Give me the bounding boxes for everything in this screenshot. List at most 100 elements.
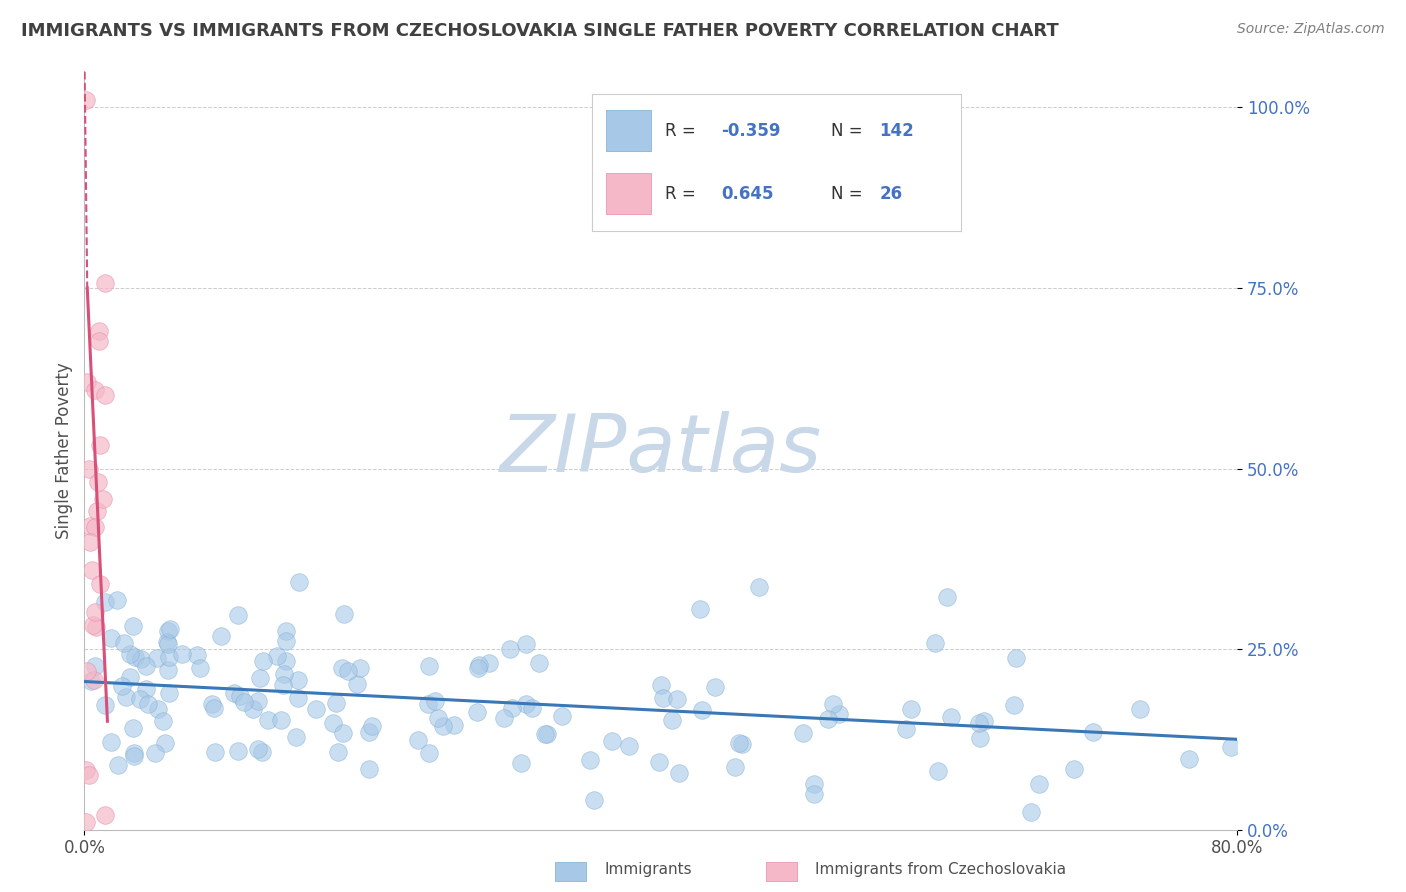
- Text: Immigrants: Immigrants: [605, 863, 692, 877]
- Point: [287, 673, 309, 687]
- Text: Immigrants from Czechoslovakia: Immigrants from Czechoslovakia: [815, 863, 1067, 877]
- Point: [76, 664, 98, 678]
- Point: [273, 666, 295, 681]
- Point: [256, 713, 278, 727]
- Point: [93, 698, 115, 712]
- Point: [651, 691, 673, 706]
- Point: [94, 388, 117, 402]
- Point: [143, 746, 166, 760]
- Point: [246, 694, 269, 708]
- Point: [242, 702, 264, 716]
- Point: [418, 746, 440, 760]
- Point: [346, 677, 368, 691]
- Point: [79, 519, 101, 533]
- Point: [250, 745, 273, 759]
- Point: [75, 93, 97, 107]
- Point: [973, 714, 995, 729]
- Point: [443, 718, 465, 732]
- Point: [152, 714, 174, 728]
- Point: [285, 730, 308, 744]
- Point: [359, 762, 381, 776]
- Point: [731, 737, 754, 751]
- Point: [325, 696, 347, 710]
- Point: [579, 754, 602, 768]
- Point: [100, 631, 122, 645]
- Point: [647, 755, 669, 769]
- Point: [803, 787, 825, 801]
- Point: [1083, 725, 1105, 739]
- Point: [80, 673, 103, 688]
- Point: [94, 595, 117, 609]
- Point: [146, 650, 169, 665]
- Point: [821, 697, 844, 711]
- Point: [135, 659, 157, 673]
- Point: [408, 733, 430, 747]
- Point: [727, 736, 749, 750]
- Point: [93, 492, 115, 507]
- Point: [84, 659, 107, 673]
- Point: [1005, 651, 1028, 665]
- Point: [534, 726, 557, 740]
- Point: [249, 671, 271, 685]
- Point: [77, 461, 100, 475]
- Point: [468, 658, 491, 673]
- Point: [159, 622, 181, 636]
- Point: [1220, 740, 1243, 755]
- Point: [83, 383, 105, 397]
- Point: [432, 719, 454, 733]
- Point: [270, 713, 292, 727]
- Point: [89, 576, 111, 591]
- Point: [418, 698, 440, 712]
- Point: [122, 619, 145, 633]
- Point: [536, 727, 558, 741]
- Point: [357, 724, 380, 739]
- Point: [600, 734, 623, 748]
- Point: [939, 710, 962, 724]
- Point: [82, 617, 104, 632]
- Point: [704, 681, 727, 695]
- Point: [515, 637, 537, 651]
- Point: [650, 678, 672, 692]
- Point: [1028, 777, 1050, 791]
- Point: [273, 678, 295, 692]
- Point: [93, 808, 115, 822]
- Text: Source: ZipAtlas.com: Source: ZipAtlas.com: [1237, 22, 1385, 37]
- Point: [226, 743, 249, 757]
- Text: ZIPatlas: ZIPatlas: [499, 411, 823, 490]
- Point: [817, 712, 839, 726]
- Point: [322, 715, 344, 730]
- Point: [492, 711, 515, 725]
- Point: [689, 601, 711, 615]
- Point: [83, 673, 105, 688]
- Point: [153, 736, 176, 750]
- Point: [202, 701, 225, 715]
- Point: [936, 590, 959, 604]
- Point: [172, 647, 194, 661]
- Point: [426, 711, 449, 725]
- Point: [617, 739, 640, 754]
- Point: [209, 629, 232, 643]
- Point: [89, 438, 111, 452]
- Point: [515, 697, 537, 711]
- Point: [828, 707, 851, 722]
- Point: [186, 648, 208, 662]
- Point: [274, 633, 297, 648]
- Point: [661, 713, 683, 727]
- Point: [333, 607, 356, 621]
- Point: [112, 636, 135, 650]
- Point: [967, 715, 990, 730]
- Point: [690, 702, 713, 716]
- Point: [498, 641, 520, 656]
- Point: [969, 731, 991, 746]
- Text: IMMIGRANTS VS IMMIGRANTS FROM CZECHOSLOVAKIA SINGLE FATHER POVERTY CORRELATION C: IMMIGRANTS VS IMMIGRANTS FROM CZECHOSLOV…: [21, 22, 1059, 40]
- Point: [84, 605, 107, 619]
- Point: [129, 652, 152, 666]
- Point: [204, 745, 226, 759]
- Point: [510, 756, 533, 771]
- Point: [803, 777, 825, 791]
- Point: [274, 655, 297, 669]
- Point: [288, 575, 311, 590]
- Point: [465, 705, 488, 719]
- Point: [75, 763, 97, 777]
- Point: [100, 735, 122, 749]
